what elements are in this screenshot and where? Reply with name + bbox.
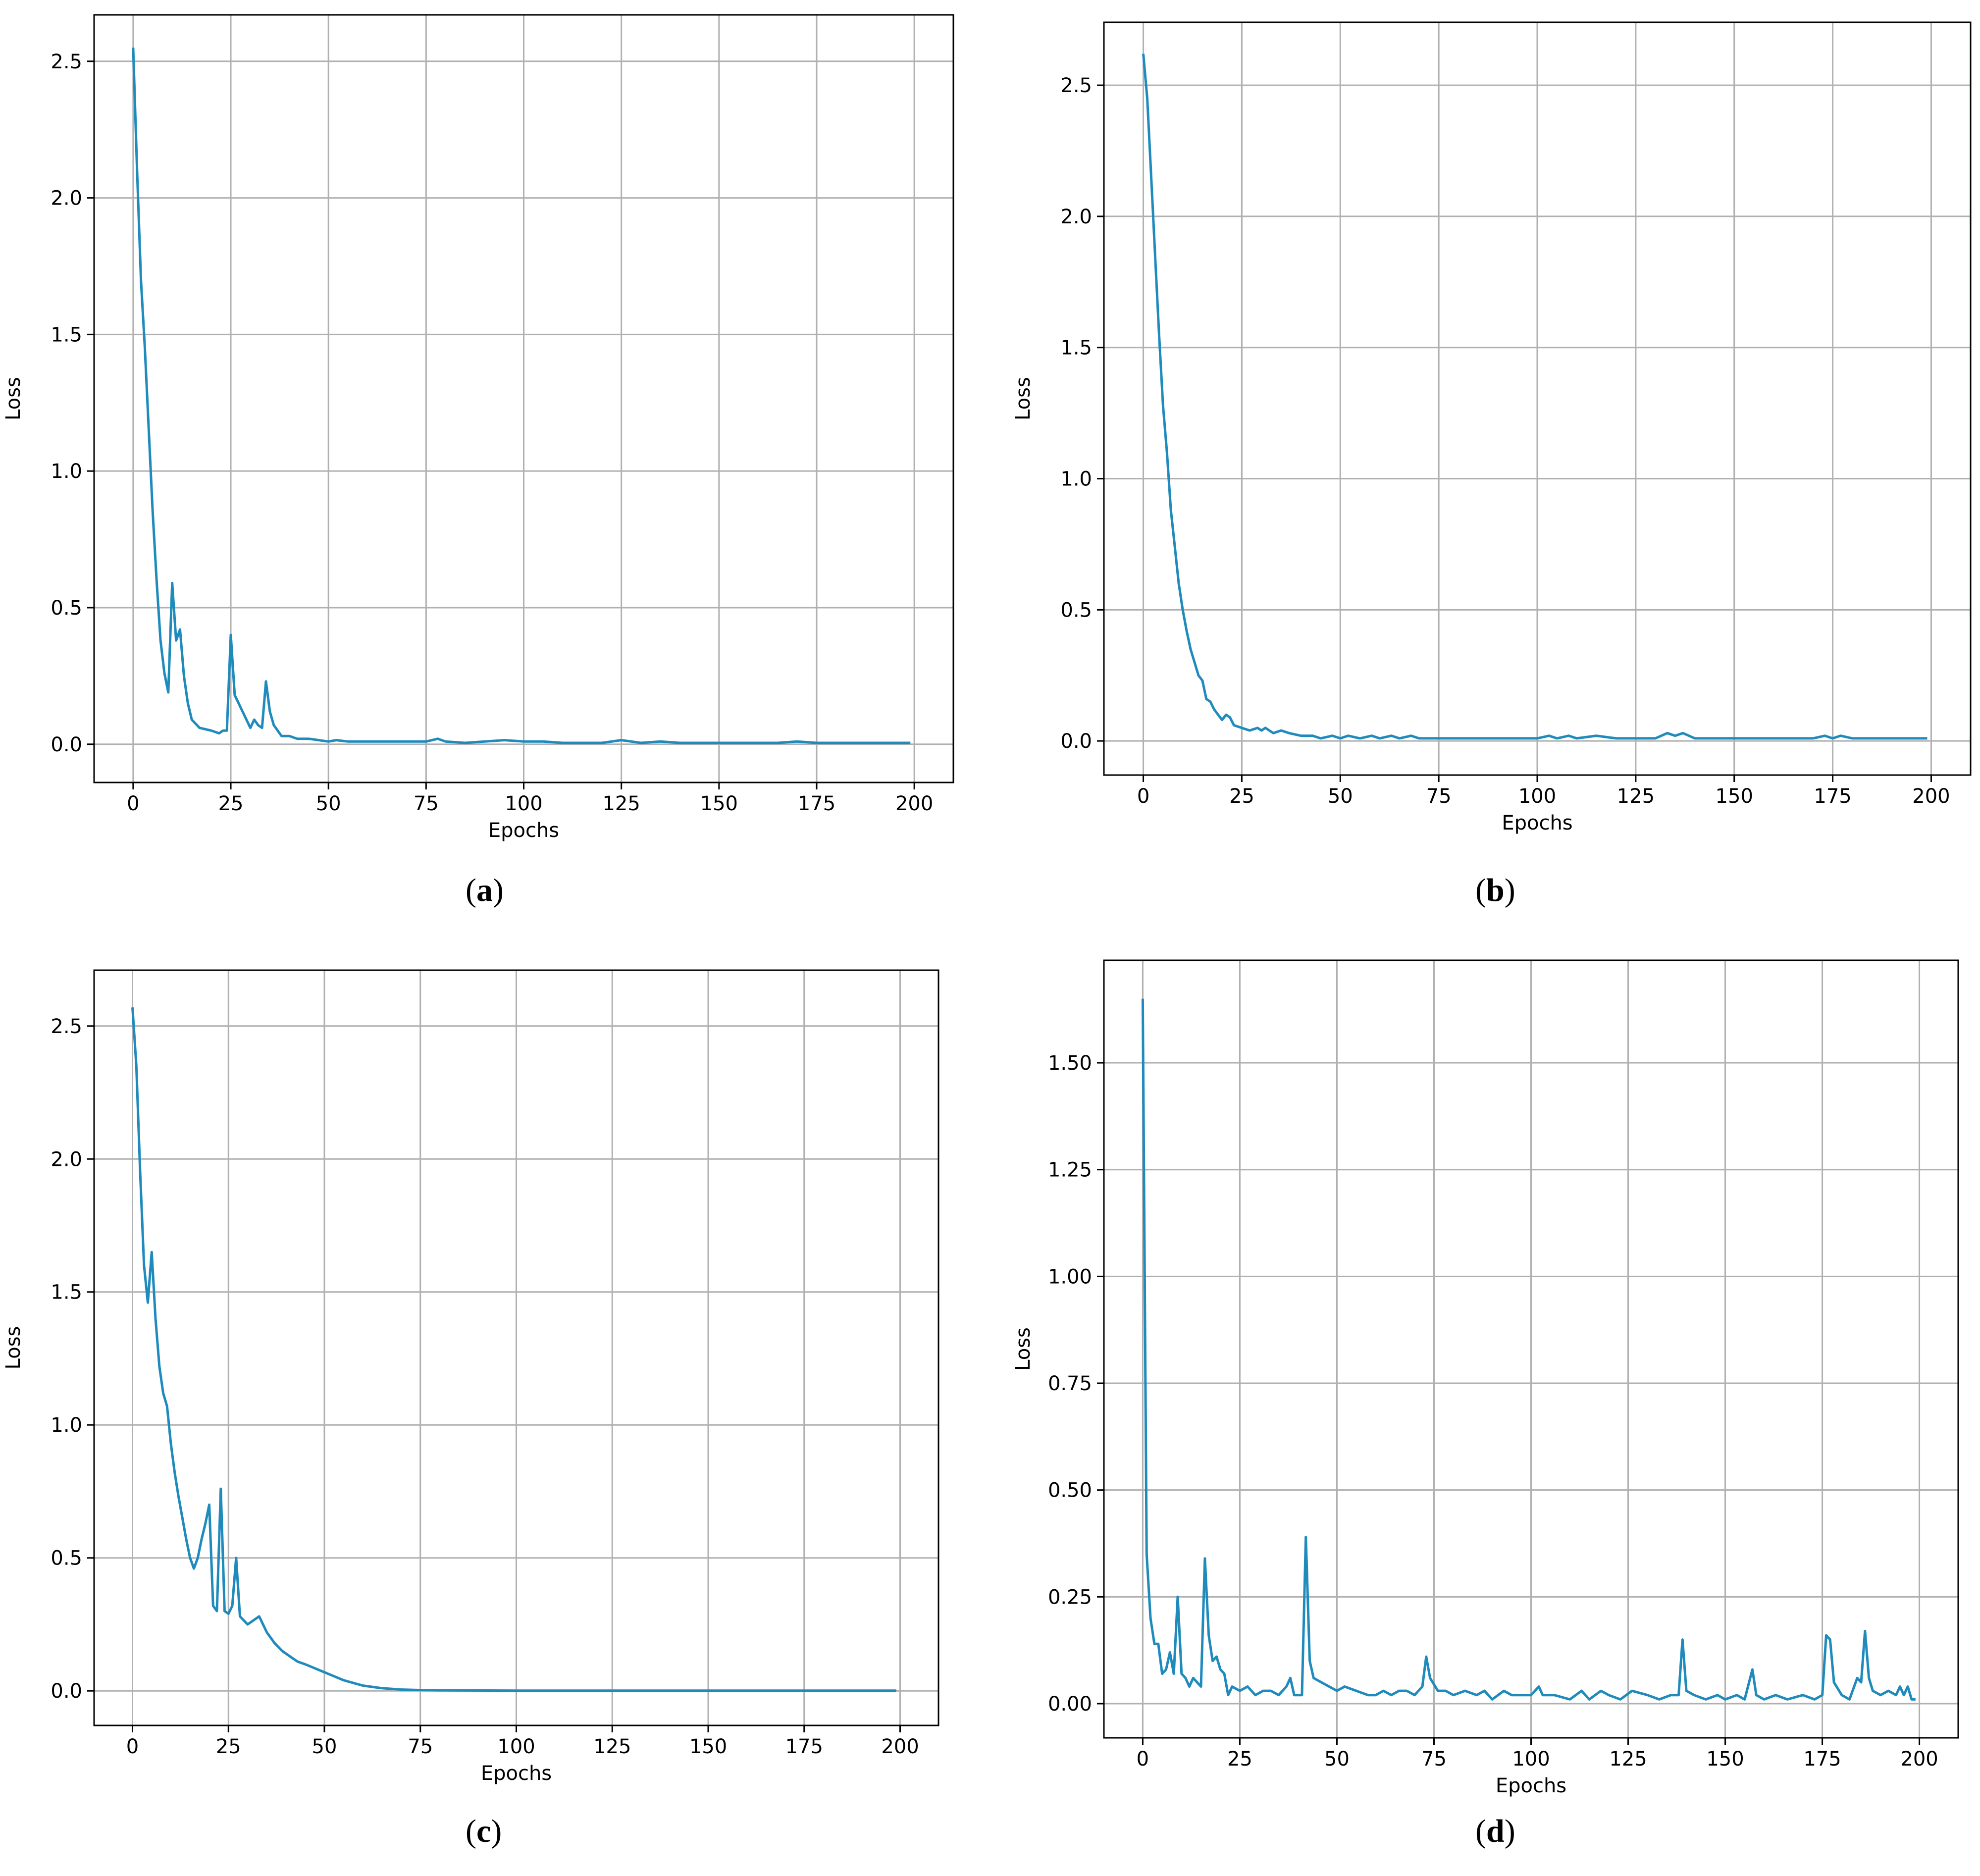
panel-label-a: a (476, 872, 493, 908)
y-tick-label: 1.0 (51, 1414, 82, 1437)
x-axis-label: Epochs (481, 1762, 552, 1785)
x-tick-label: 0 (126, 1735, 139, 1758)
y-axis-label: Loss (2, 377, 25, 420)
x-tick-label: 25 (216, 1735, 241, 1758)
x-tick-label: 125 (1609, 1748, 1647, 1771)
y-tick-label: 2.0 (51, 1148, 82, 1171)
y-tick-label: 0.5 (1060, 599, 1092, 622)
x-tick-label: 100 (505, 792, 542, 815)
y-tick-label: 1.0 (1060, 468, 1092, 491)
chart-a-svg: 0 25 50 75 100 125 150 175 200 0.0 0.5 1.0 1.5 2.0 2.5… (2, 14, 954, 842)
x-tick-label: 25 (218, 792, 244, 815)
chart-panel-c: 0 25 50 75 100 125 150 175 200 0.0 0.5 1.0 1.5 2.0 2.5… (0, 938, 990, 1876)
y-tick-label: 0.5 (51, 597, 82, 620)
y-tick-label: 2.5 (51, 1015, 82, 1038)
x-tick-label: 25 (1229, 785, 1254, 808)
x-axis-label: Epochs (488, 819, 559, 842)
chart-panel-a: 0 25 50 75 100 125 150 175 200 0.0 0.5 1.0 1.5 2.0 2.5… (0, 0, 990, 938)
loss-series-line (1142, 53, 1928, 740)
x-tick-label: 75 (414, 792, 439, 815)
x-tick-label: 175 (785, 1735, 823, 1758)
y-tick-label: 1.5 (51, 323, 82, 346)
y-tick-label: 1.50 (1048, 1052, 1092, 1075)
x-tick-label: 125 (1617, 785, 1655, 808)
y-tick-label: 0.00 (1048, 1693, 1092, 1716)
x-tick-label: 175 (1803, 1748, 1841, 1771)
x-tick-label: 50 (316, 792, 341, 815)
x-tick-label: 50 (1328, 785, 1353, 808)
chart-c-svg: 0 25 50 75 100 125 150 175 200 0.0 0.5 1.0 1.5 2.0 2.5… (2, 969, 939, 1785)
y-tick-label: 0.0 (51, 733, 82, 756)
loss-series-line (1141, 998, 1916, 1701)
x-tick-label: 75 (1426, 785, 1452, 808)
x-tick-label: 175 (798, 792, 835, 815)
x-tick-label: 100 (1518, 785, 1556, 808)
chart-panel-d: 0 25 50 75 100 125 150 175 200 0.00 0.25 0.50 0.75 1.… (990, 938, 1980, 1876)
y-tick-label: 2.5 (51, 51, 82, 73)
x-tick-label: 0 (1137, 1748, 1149, 1771)
x-tick-label: 125 (593, 1735, 631, 1758)
loss-series-line (132, 48, 911, 744)
x-tick-label: 175 (1814, 785, 1851, 808)
loss-series-line (131, 1007, 896, 1692)
x-axis-label: Epochs (1502, 812, 1572, 834)
panel-label-d: d (1486, 1813, 1505, 1849)
x-tick-label: 150 (1706, 1748, 1744, 1771)
y-tick-label: 1.5 (51, 1281, 82, 1304)
x-tick-label: 100 (1512, 1748, 1550, 1771)
y-tick-label: 2.0 (1060, 206, 1092, 228)
y-axis-label: Loss (1012, 377, 1035, 420)
y-tick-label: 1.5 (1060, 337, 1092, 360)
y-tick-label: 2.5 (1060, 74, 1092, 97)
x-axis-label: Epochs (1496, 1774, 1566, 1797)
x-tick-label: 150 (1716, 785, 1753, 808)
x-tick-label: 0 (127, 792, 139, 815)
x-tick-label: 200 (895, 792, 933, 815)
x-tick-label: 50 (312, 1735, 337, 1758)
y-tick-label: 0.50 (1048, 1479, 1092, 1502)
y-tick-label: 2.0 (51, 187, 82, 210)
panel-label-b: b (1486, 872, 1505, 908)
chart-d-svg: 0 25 50 75 100 125 150 175 200 0.00 0.25 0.50 0.75 1.… (1012, 959, 1959, 1797)
panel-caption-b: (b) (1475, 872, 1515, 908)
x-tick-label: 0 (1137, 785, 1149, 808)
y-tick-label: 0.5 (51, 1547, 82, 1570)
x-tick-label: 25 (1227, 1748, 1252, 1771)
panel-caption-c: (c) (466, 1813, 502, 1849)
y-tick-label: 0.0 (51, 1680, 82, 1703)
y-tick-label: 1.00 (1048, 1265, 1092, 1288)
x-tick-label: 150 (689, 1735, 727, 1758)
x-tick-label: 100 (497, 1735, 535, 1758)
chart-b-svg: 0 25 50 75 100 125 150 175 200 0.0 0.5 1.0 1.5 2.0 2.5… (1012, 21, 1972, 834)
x-tick-label: 200 (1912, 785, 1950, 808)
panel-caption-a: (a) (466, 872, 504, 908)
y-tick-label: 0.75 (1048, 1372, 1092, 1395)
x-tick-label: 75 (1421, 1748, 1447, 1771)
x-tick-label: 50 (1324, 1748, 1350, 1771)
x-tick-label: 150 (700, 792, 738, 815)
y-tick-label: 1.25 (1048, 1159, 1092, 1182)
x-tick-label: 75 (408, 1735, 433, 1758)
panel-label-c: c (476, 1813, 491, 1849)
y-tick-label: 0.0 (1060, 730, 1092, 753)
x-tick-label: 200 (881, 1735, 919, 1758)
panel-caption-d: (d) (1475, 1813, 1515, 1849)
y-axis-label: Loss (2, 1326, 25, 1370)
y-tick-label: 1.0 (51, 460, 82, 483)
x-tick-label: 200 (1900, 1748, 1938, 1771)
y-tick-label: 0.25 (1048, 1586, 1092, 1609)
chart-panel-b: 0 25 50 75 100 125 150 175 200 0.0 0.5 1.0 1.5 2.0 2.5… (990, 0, 1980, 938)
y-axis-label: Loss (1012, 1327, 1035, 1371)
x-tick-label: 125 (602, 792, 640, 815)
